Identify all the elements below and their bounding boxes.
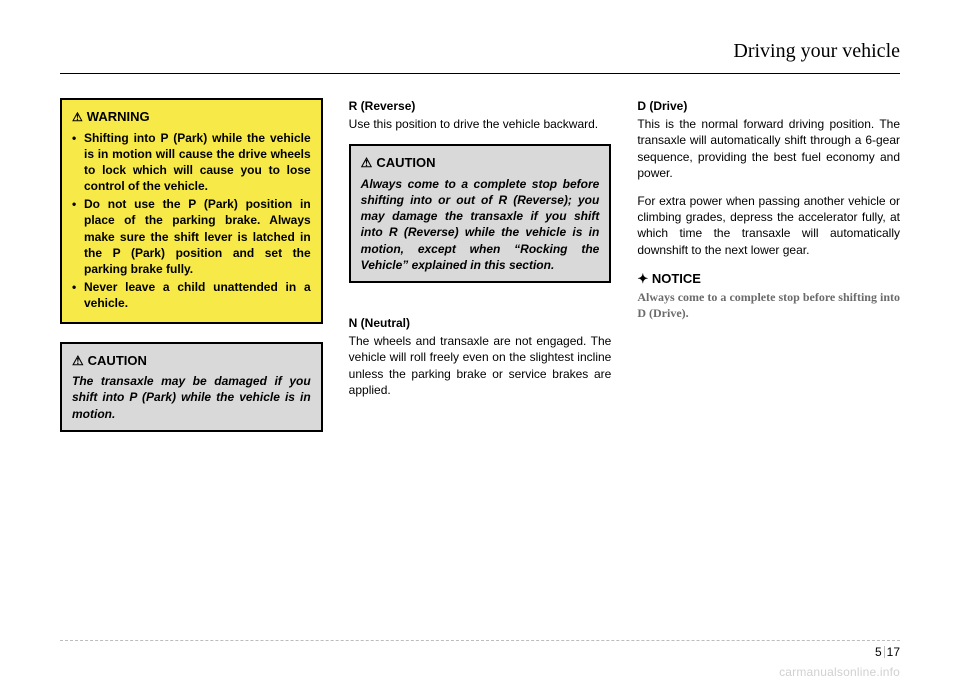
caution-box: ⚠ CAUTION Always come to a complete stop…	[349, 144, 612, 283]
warning-box: ⚠ WARNING Shifting into P (Park) while t…	[60, 98, 323, 324]
caution-text: The transaxle may be damaged if you shif…	[72, 373, 311, 422]
d-text-1: This is the normal forward driving posit…	[637, 116, 900, 181]
header-rule	[60, 73, 900, 74]
column-3: D (Drive) This is the normal forward dri…	[637, 98, 900, 450]
column-2: R (Reverse) Use this position to drive t…	[349, 98, 612, 450]
r-heading: R (Reverse)	[349, 98, 612, 114]
notice-heading: ✦ NOTICE	[637, 270, 900, 288]
page-footer: 5 17	[60, 635, 900, 659]
caution-icon: ⚠	[72, 352, 84, 370]
d-text-2: For extra power when passing another veh…	[637, 193, 900, 258]
warning-icon: ⚠	[72, 109, 83, 125]
warning-item: Do not use the P (Park) position in plac…	[72, 196, 311, 277]
notice-text: Always come to a complete stop before sh…	[637, 289, 900, 321]
caution-box: ⚠ CAUTION The transaxle may be damaged i…	[60, 342, 323, 432]
page-num: 17	[887, 645, 900, 659]
manual-page: Driving your vehicle ⚠ WARNING Shifting …	[0, 0, 960, 689]
n-heading: N (Neutral)	[349, 315, 612, 331]
page-number: 5 17	[875, 645, 900, 659]
caution-label: CAUTION	[88, 352, 147, 370]
d-heading: D (Drive)	[637, 98, 900, 114]
footer-dashline	[60, 640, 900, 641]
caution-text: Always come to a complete stop before sh…	[361, 176, 600, 273]
warning-label: WARNING	[87, 108, 150, 126]
page-chapter: 5	[875, 645, 882, 659]
spacer	[349, 301, 612, 315]
column-1: ⚠ WARNING Shifting into P (Park) while t…	[60, 98, 323, 450]
caution-icon: ⚠	[361, 154, 373, 172]
caution-heading: ⚠ CAUTION	[72, 352, 311, 370]
content-columns: ⚠ WARNING Shifting into P (Park) while t…	[60, 98, 900, 450]
section-title: Driving your vehicle	[733, 40, 900, 63]
warning-list: Shifting into P (Park) while the vehicle…	[72, 130, 311, 312]
warning-heading: ⚠ WARNING	[72, 108, 311, 126]
caution-label: CAUTION	[376, 154, 435, 172]
warning-item: Never leave a child unattended in a vehi…	[72, 279, 311, 311]
r-text: Use this position to drive the vehicle b…	[349, 116, 612, 132]
caution-heading: ⚠ CAUTION	[361, 154, 600, 172]
warning-item: Shifting into P (Park) while the vehicle…	[72, 130, 311, 195]
page-separator	[884, 646, 885, 658]
n-text: The wheels and transaxle are not engaged…	[349, 333, 612, 398]
watermark: carmanualsonline.info	[779, 665, 900, 679]
page-header: Driving your vehicle	[60, 40, 900, 74]
